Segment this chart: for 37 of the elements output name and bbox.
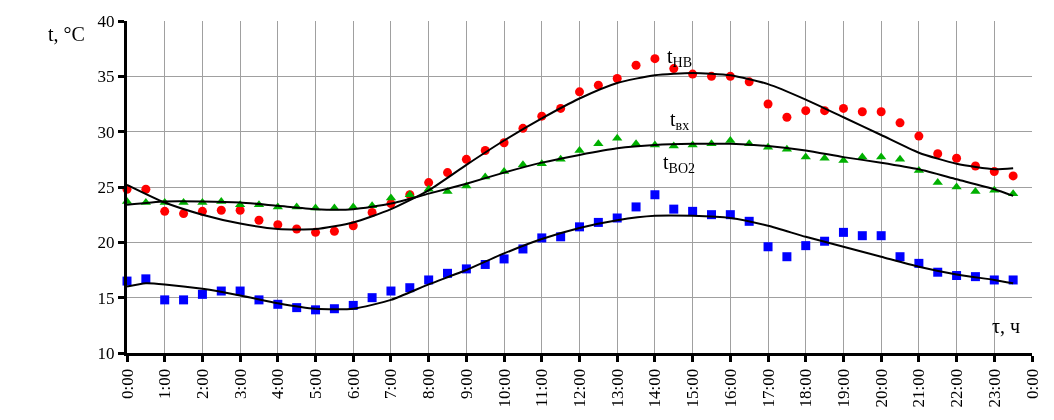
x-tick-label: 19:00: [833, 368, 853, 408]
y-tick-label: 20: [97, 233, 115, 253]
y-tick-label: 25: [97, 177, 115, 197]
x-tick-label: 2:00: [192, 368, 212, 400]
x-tick-label: 3:00: [230, 368, 250, 400]
x-tick-label: 10:00: [494, 368, 514, 408]
x-tick-label: 15:00: [683, 368, 703, 408]
x-tick-label: 18:00: [796, 368, 816, 408]
x-tick-label: 5:00: [306, 368, 326, 400]
y-tick-label: 40: [97, 11, 115, 31]
annotation: t$_{ВО2}$: [663, 151, 696, 177]
x-tick-label: 20:00: [871, 368, 891, 408]
x-axis-title: τ, ч: [992, 315, 1021, 337]
y-tick-label: 30: [97, 122, 115, 142]
y-tick-label: 10: [97, 343, 115, 363]
annotation: t$_{вх}$: [670, 108, 690, 134]
x-tick-label: 23:00: [984, 368, 1004, 408]
y-tick-label: 35: [97, 67, 115, 87]
x-tick-label: 11:00: [532, 368, 552, 407]
x-tick-label: 16:00: [720, 368, 740, 408]
x-tick-label: 14:00: [645, 368, 665, 408]
x-tick-label: 8:00: [419, 368, 439, 400]
x-tick-label: 22:00: [947, 368, 967, 408]
x-tick-label: 7:00: [381, 368, 401, 400]
x-tick-label: 0:00: [117, 368, 137, 400]
x-tick-label: 4:00: [268, 368, 288, 400]
x-tick-label: 6:00: [343, 368, 363, 400]
annotation: t$_{НВ}$: [667, 45, 693, 71]
x-tick-label: 0:00: [1022, 368, 1042, 400]
x-tick-label: 21:00: [909, 368, 929, 408]
x-tick-label: 12:00: [570, 368, 590, 408]
x-tick-label: 1:00: [155, 368, 175, 400]
x-tick-label: 13:00: [607, 368, 627, 408]
y-tick-label: 15: [97, 288, 115, 308]
x-tick-label: 17:00: [758, 368, 778, 408]
y-axis-title: t, °C: [48, 23, 85, 45]
x-tick-label: 9:00: [456, 368, 476, 400]
